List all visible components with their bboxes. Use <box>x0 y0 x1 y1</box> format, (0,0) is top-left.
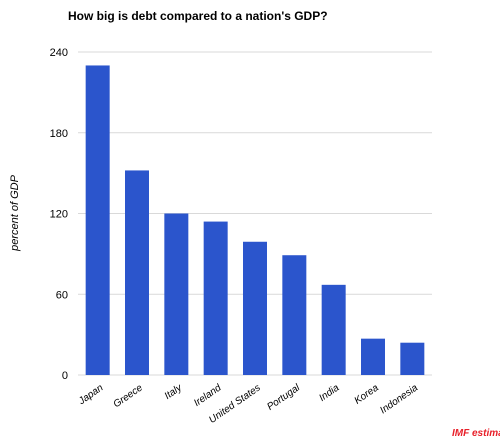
bars <box>85 65 425 375</box>
x-tick-label: Indonesia <box>378 382 420 416</box>
y-tick-label: 60 <box>56 289 68 301</box>
bar-portugal <box>282 255 307 375</box>
x-tick-label: Korea <box>353 382 382 407</box>
bar-italy <box>164 213 189 375</box>
bar-ireland <box>203 221 228 375</box>
y-tick-label: 0 <box>62 370 68 382</box>
bar-indonesia <box>400 342 425 375</box>
y-tick-label: 120 <box>50 209 68 221</box>
x-tick-label: Greece <box>112 382 146 410</box>
bar-japan <box>85 65 110 375</box>
bar-greece <box>125 170 149 375</box>
x-tick-label: Portugal <box>265 382 302 413</box>
y-tick-labels: 0 60 120 180 240 <box>50 47 68 382</box>
source-note: IMF estimates <box>452 428 500 439</box>
bar-korea <box>361 338 385 375</box>
y-tick-label: 180 <box>50 128 68 140</box>
x-tick-label: Ireland <box>192 382 224 409</box>
bar-united-states <box>243 241 267 375</box>
x-tick-label: Japan <box>76 382 106 407</box>
y-axis-label: percent of GDP <box>9 174 21 251</box>
x-tick-label: India <box>317 382 341 404</box>
x-tick-label: Italy <box>163 382 185 402</box>
y-tick-label: 240 <box>50 47 68 59</box>
chart-title: How big is debt compared to a nation's G… <box>68 9 328 23</box>
bar-india <box>321 284 346 375</box>
